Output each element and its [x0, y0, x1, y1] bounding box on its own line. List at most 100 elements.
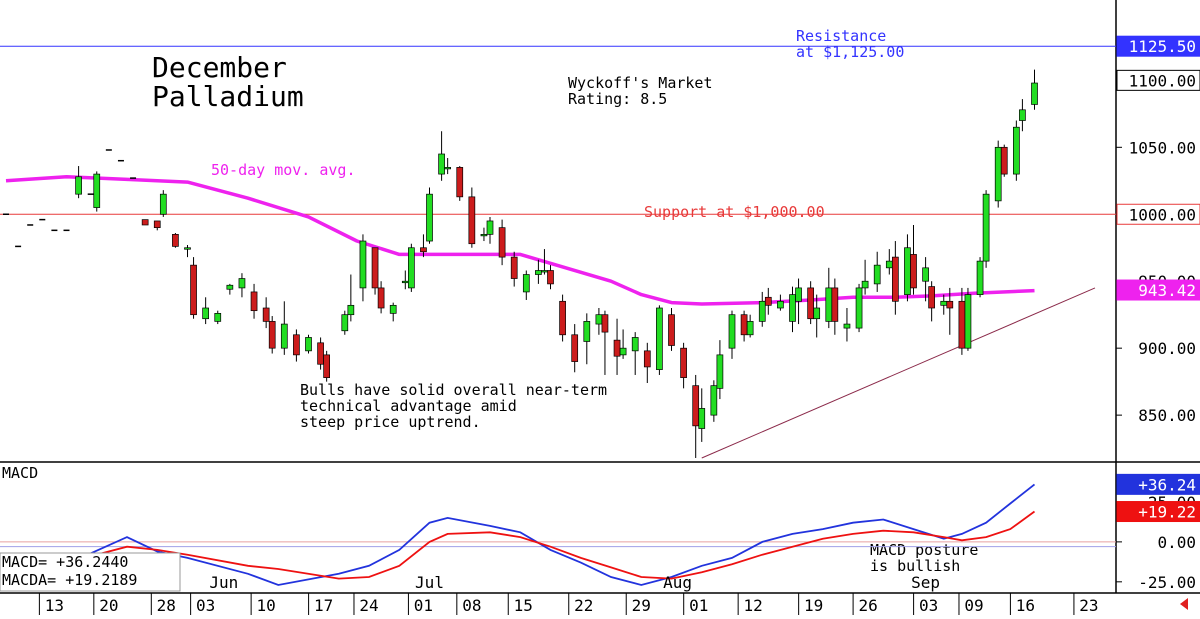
candle-down	[153, 220, 161, 229]
candle-down	[891, 256, 899, 302]
candle-down	[377, 287, 385, 309]
candle-up	[885, 260, 893, 269]
candle-down	[468, 196, 476, 245]
macd-axis-label: -25.00	[1138, 573, 1196, 592]
candle-down	[764, 296, 772, 306]
candle-down	[323, 354, 330, 378]
candle-up	[698, 408, 706, 429]
candle-up	[389, 304, 397, 314]
candle-up	[159, 193, 167, 215]
candle-up	[789, 294, 796, 322]
candle-down	[1000, 146, 1008, 175]
candle-up	[359, 240, 367, 289]
x-axis-month-label: Jun	[209, 573, 238, 592]
candle-up	[541, 270, 548, 273]
candle-up	[583, 321, 591, 342]
candle-down	[190, 264, 197, 316]
macd-value-box	[1116, 473, 1200, 495]
macd-value-label: +19.22	[1138, 503, 1196, 522]
candle-down	[547, 270, 554, 285]
macd-value-box	[1116, 501, 1200, 523]
x-axis-day-label: 01	[689, 596, 708, 615]
rating-line1: Wyckoff's Market	[568, 74, 713, 92]
price-value-label: 1125.50	[1129, 37, 1196, 56]
x-axis-day-label: 23	[1079, 596, 1098, 615]
candle-down	[268, 321, 276, 349]
x-axis-month-label: Aug	[663, 573, 692, 592]
candle-up	[777, 300, 784, 309]
price-axis-label: 1050.00	[1129, 138, 1196, 157]
macd-line	[5, 483, 1036, 586]
moving-average-line	[5, 175, 1035, 306]
resistance-label-line2: at $1,125.00	[796, 43, 904, 61]
candle-up	[486, 220, 494, 235]
x-axis-day-label: 17	[314, 596, 333, 615]
candle-up	[861, 280, 869, 289]
x-axis-day-label: 13	[45, 596, 64, 615]
macd-readout-2: MACDA= +19.2189	[2, 571, 137, 589]
candle-up	[825, 287, 833, 322]
x-axis-day-label: 01	[414, 596, 433, 615]
macd-readout-box	[0, 552, 181, 592]
candle-down	[420, 247, 427, 253]
candle-down	[692, 385, 700, 427]
candle-down	[958, 300, 966, 349]
candle-up	[873, 264, 881, 285]
candle-down	[601, 314, 609, 333]
annotation-line2: technical advantage amid	[300, 397, 517, 415]
x-axis-day-label: 24	[359, 596, 378, 615]
candle-up	[444, 167, 451, 170]
candle-down	[172, 233, 179, 247]
candle-up	[843, 323, 851, 329]
x-axis-day-label: 19	[804, 596, 823, 615]
candle-down	[643, 350, 651, 368]
candle-up	[535, 270, 542, 275]
candle-up	[1019, 109, 1026, 121]
candle-up	[305, 337, 312, 352]
candle-down	[910, 254, 917, 289]
macd-axis-label: 0.00	[1157, 533, 1196, 552]
price-value-label: 943.42	[1138, 281, 1196, 300]
x-axis-day-label: 26	[858, 596, 877, 615]
candle-up	[795, 287, 802, 302]
candle-down	[571, 334, 579, 362]
candle-up	[976, 260, 984, 295]
candle-down	[946, 300, 954, 309]
candle-down	[740, 314, 748, 336]
macd-value-label: +36.24	[1138, 475, 1196, 494]
candle-up	[964, 294, 972, 349]
macd-readout-1: MACD= +36.2440	[2, 553, 128, 571]
x-axis-day-label: 03	[919, 596, 938, 615]
x-axis-day-label: 28	[157, 596, 176, 615]
x-axis-day-label: 12	[744, 596, 763, 615]
candle-up	[728, 314, 736, 349]
x-axis-day-label: 15	[514, 596, 533, 615]
x-axis-day-label: 09	[964, 596, 983, 615]
x-axis-month-label: Sep	[911, 573, 940, 592]
candle-up	[238, 278, 246, 289]
candle-up	[710, 385, 718, 416]
candle-down	[498, 227, 506, 258]
price-value-label: 1100.00	[1129, 71, 1196, 90]
price-value-label: 1000.00	[1129, 205, 1196, 224]
scroll-left-arrow-icon[interactable]	[1180, 598, 1188, 610]
macd-annotation-line2: is bullish	[870, 557, 960, 575]
candle-down	[371, 247, 379, 289]
x-axis-day-label: 08	[462, 596, 481, 615]
candle-up	[426, 193, 433, 242]
candle-up	[401, 280, 409, 284]
candle-down	[613, 339, 621, 357]
macd-title: MACD	[2, 464, 38, 482]
candle-down	[559, 300, 566, 336]
candle-up	[347, 304, 355, 316]
candle-up	[595, 314, 603, 325]
candle-up	[226, 284, 234, 290]
candle-up	[855, 287, 863, 329]
candle-down	[456, 167, 464, 198]
candle-down	[668, 314, 675, 346]
candle-up	[408, 247, 415, 289]
x-axis-day-label: 10	[256, 596, 275, 615]
x-axis-day-label: 20	[99, 596, 118, 615]
candle-up	[631, 337, 639, 352]
